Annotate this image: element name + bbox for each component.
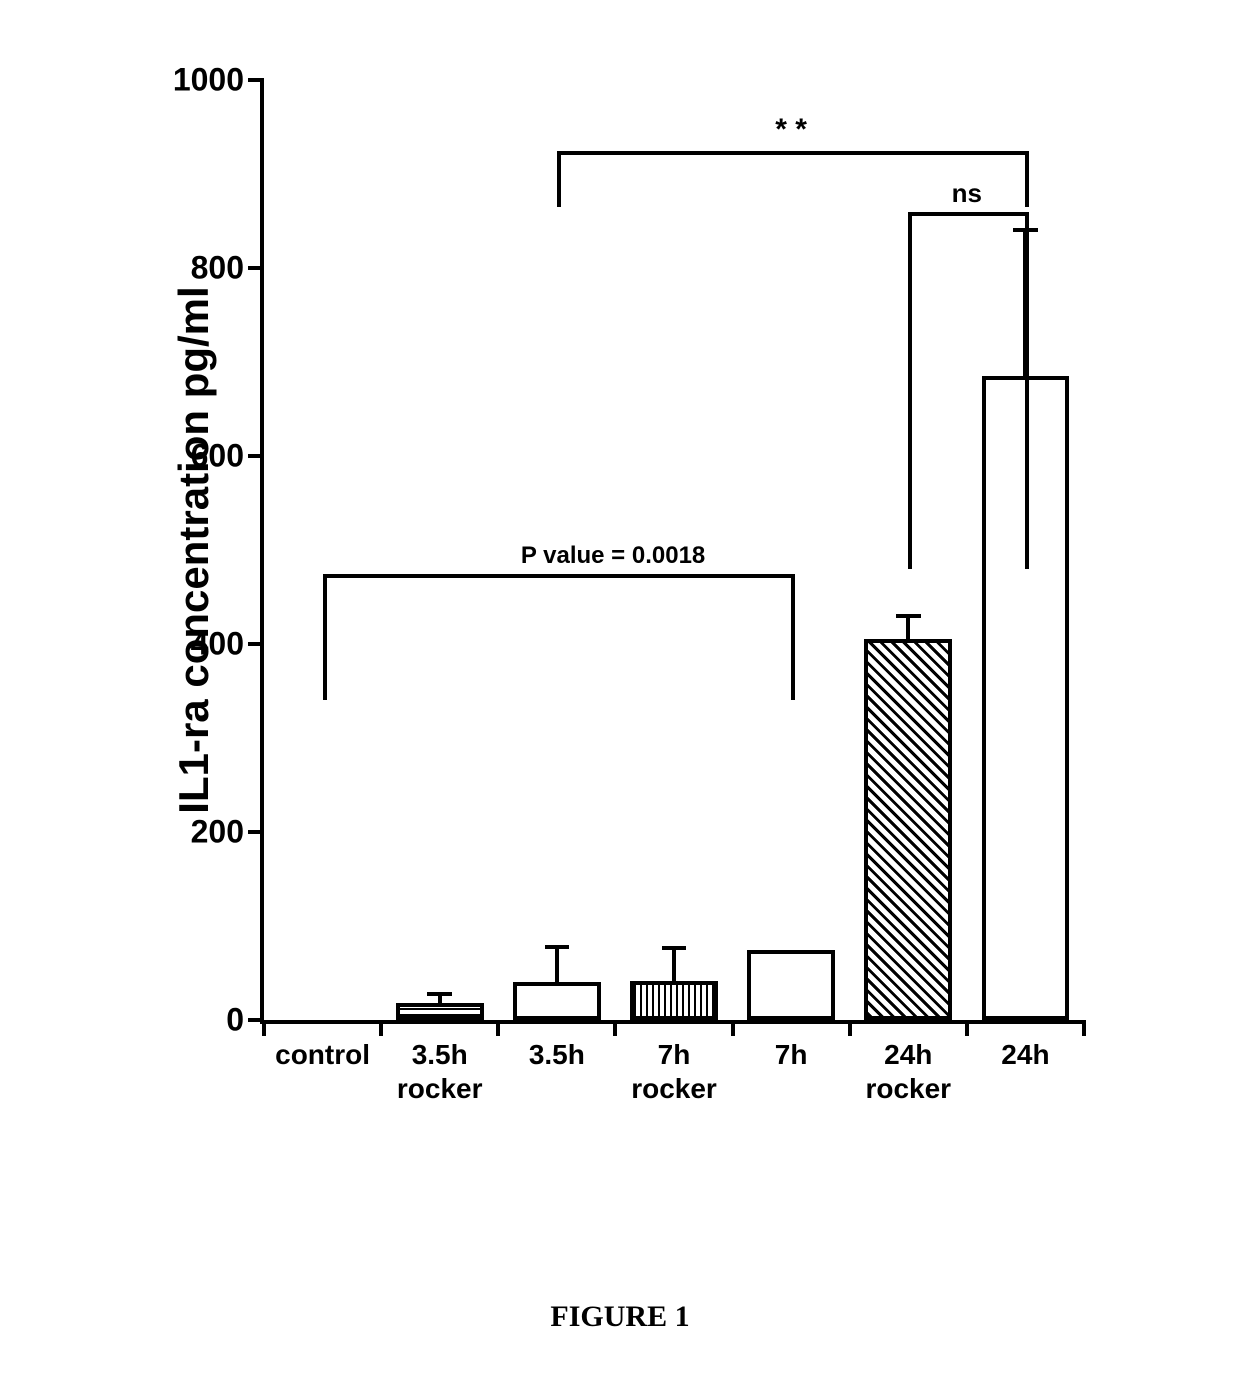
- bar: [747, 950, 835, 1021]
- error-bar: [672, 948, 676, 981]
- significance-label: P value = 0.0018: [521, 542, 705, 570]
- y-tick-label: 1000: [164, 62, 244, 99]
- y-tick: [248, 78, 264, 82]
- significance-label: ns: [952, 178, 982, 209]
- error-bar: [906, 616, 910, 640]
- y-tick-label: 400: [164, 626, 244, 663]
- significance-bracket-drop: [1025, 212, 1029, 569]
- y-tick: [248, 266, 264, 270]
- y-tick-label: 800: [164, 250, 244, 287]
- y-tick-label: 200: [164, 814, 244, 851]
- error-bar-cap: [427, 992, 452, 996]
- x-tick: [262, 1020, 266, 1036]
- y-tick-label: 600: [164, 438, 244, 475]
- plot-area: IL1-ra concentration pg/ml 0200400600800…: [260, 80, 1084, 1024]
- error-bar-cap: [662, 946, 687, 950]
- x-tick: [496, 1020, 500, 1036]
- bar: [513, 982, 601, 1020]
- x-tick-label: 7h rocker: [631, 1038, 717, 1105]
- error-bar-cap: [896, 614, 921, 618]
- x-tick-label: 3.5h rocker: [397, 1038, 483, 1105]
- significance-label: * *: [775, 113, 807, 147]
- error-bar: [555, 947, 559, 983]
- x-tick-label: 24h: [1001, 1038, 1049, 1072]
- x-tick: [613, 1020, 617, 1036]
- figure-caption: FIGURE 1: [550, 1300, 689, 1334]
- significance-bracket: [323, 574, 796, 578]
- error-bar-cap: [545, 945, 570, 949]
- x-tick: [379, 1020, 383, 1036]
- bar: [630, 981, 718, 1020]
- x-tick-label: control: [275, 1038, 370, 1072]
- x-tick: [731, 1020, 735, 1036]
- x-tick-label: 7h: [775, 1038, 808, 1072]
- significance-bracket: [908, 212, 1029, 216]
- y-axis-label: IL1-ra concentration pg/ml: [170, 286, 218, 813]
- page: IL1-ra concentration pg/ml 0 200 400 600 800…: [0, 0, 1240, 1374]
- significance-bracket-drop: [908, 212, 912, 569]
- bar: [396, 1003, 484, 1020]
- x-tick-label: 3.5h: [529, 1038, 585, 1072]
- significance-bracket-drop: [557, 151, 561, 207]
- chart-container: IL1-ra concentration pg/ml 0 200 400 600 800…: [90, 60, 1150, 1160]
- significance-bracket: [557, 151, 1030, 155]
- x-tick-label: 24h rocker: [865, 1038, 951, 1105]
- significance-bracket-drop: [1025, 151, 1029, 207]
- significance-bracket-drop: [791, 574, 795, 701]
- significance-bracket-drop: [323, 574, 327, 701]
- y-tick: [248, 830, 264, 834]
- bar: [864, 639, 952, 1020]
- y-tick: [248, 642, 264, 646]
- y-tick-label: 0: [164, 1002, 244, 1039]
- x-tick: [965, 1020, 969, 1036]
- y-tick: [248, 454, 264, 458]
- x-tick: [848, 1020, 852, 1036]
- x-tick: [1082, 1020, 1086, 1036]
